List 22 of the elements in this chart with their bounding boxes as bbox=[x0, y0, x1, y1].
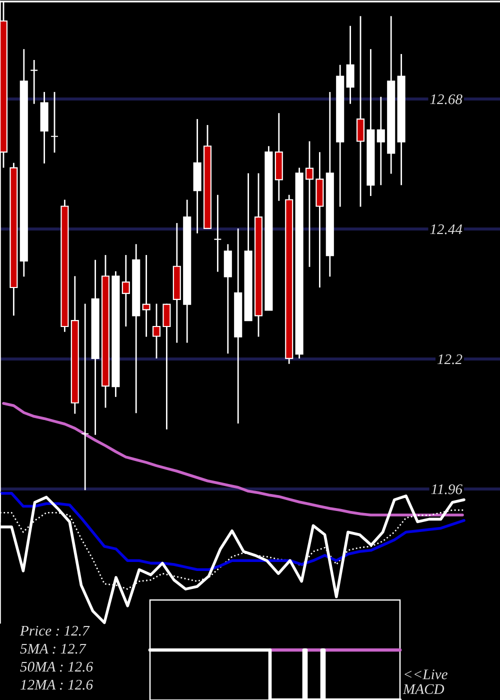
candlestick bbox=[346, 25, 354, 105]
y-tick-label: 12.44 bbox=[430, 224, 462, 234]
candlestick bbox=[122, 254, 130, 328]
y-tick-label: 11.96 bbox=[431, 484, 462, 494]
candlestick bbox=[356, 15, 365, 208]
candlestick bbox=[81, 303, 90, 491]
text: 50MA : 12.6 bbox=[20, 662, 93, 672]
candlestick bbox=[376, 96, 385, 186]
candlestick bbox=[152, 303, 161, 360]
text: 12MA : 12.6 bbox=[20, 680, 93, 690]
text: Price : 12.7 bbox=[20, 626, 90, 636]
line-series bbox=[2, 402, 464, 516]
text: 5MA : 12.7 bbox=[20, 644, 86, 654]
candlestick bbox=[162, 303, 171, 430]
candlestick bbox=[305, 140, 314, 268]
candlestick bbox=[142, 254, 150, 338]
text: <<Live MACD bbox=[402, 669, 448, 694]
candlestick bbox=[30, 59, 38, 105]
y-tick-label: 12.68 bbox=[430, 94, 462, 104]
candlestick bbox=[50, 91, 59, 154]
y-tick-label: 12.2 bbox=[438, 354, 462, 364]
candlestick bbox=[214, 194, 222, 272]
